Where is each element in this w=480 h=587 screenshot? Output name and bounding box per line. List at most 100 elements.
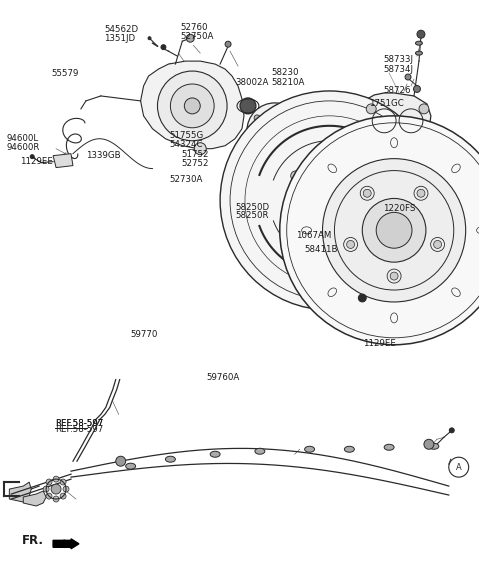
Text: 58250D: 58250D bbox=[235, 203, 269, 211]
Text: 1220FS: 1220FS bbox=[383, 204, 416, 213]
Text: 55579: 55579 bbox=[51, 69, 79, 77]
Circle shape bbox=[194, 143, 206, 154]
Circle shape bbox=[417, 189, 425, 197]
Circle shape bbox=[366, 195, 376, 205]
Circle shape bbox=[449, 428, 454, 433]
Circle shape bbox=[424, 439, 434, 449]
Text: 58250R: 58250R bbox=[235, 211, 269, 220]
Text: 59760A: 59760A bbox=[206, 373, 240, 382]
Text: 58411B: 58411B bbox=[304, 245, 338, 254]
Circle shape bbox=[254, 141, 260, 147]
Polygon shape bbox=[141, 61, 244, 149]
Ellipse shape bbox=[416, 51, 422, 55]
Circle shape bbox=[63, 486, 69, 492]
Circle shape bbox=[225, 41, 231, 47]
Text: REF.58-597: REF.58-597 bbox=[55, 424, 103, 434]
Circle shape bbox=[376, 212, 412, 248]
Circle shape bbox=[254, 115, 260, 121]
Circle shape bbox=[53, 476, 59, 482]
Text: 58210A: 58210A bbox=[271, 77, 304, 86]
Circle shape bbox=[148, 37, 151, 40]
Circle shape bbox=[220, 91, 439, 310]
Ellipse shape bbox=[429, 443, 439, 449]
Circle shape bbox=[278, 149, 285, 154]
Circle shape bbox=[51, 484, 61, 494]
Circle shape bbox=[60, 493, 66, 499]
Ellipse shape bbox=[210, 451, 220, 457]
Polygon shape bbox=[23, 491, 46, 506]
Text: FR.: FR. bbox=[22, 534, 43, 547]
Circle shape bbox=[341, 242, 357, 258]
Ellipse shape bbox=[166, 456, 175, 462]
Polygon shape bbox=[53, 154, 73, 168]
Circle shape bbox=[358, 294, 366, 302]
Circle shape bbox=[43, 486, 49, 492]
Circle shape bbox=[413, 86, 420, 93]
Circle shape bbox=[362, 198, 426, 262]
Text: REF.58-597: REF.58-597 bbox=[55, 419, 103, 428]
Circle shape bbox=[291, 220, 300, 230]
Circle shape bbox=[161, 45, 166, 50]
Text: 51752: 51752 bbox=[182, 150, 209, 159]
Circle shape bbox=[300, 171, 360, 230]
Circle shape bbox=[291, 171, 300, 181]
Ellipse shape bbox=[344, 446, 354, 452]
Text: 58733J: 58733J bbox=[383, 55, 413, 65]
Circle shape bbox=[268, 124, 282, 138]
Text: 1351JD: 1351JD bbox=[104, 33, 135, 43]
Circle shape bbox=[419, 104, 429, 114]
Circle shape bbox=[347, 241, 355, 248]
Text: REF.58-597: REF.58-597 bbox=[55, 419, 103, 428]
Ellipse shape bbox=[126, 463, 136, 469]
Circle shape bbox=[390, 272, 398, 280]
Polygon shape bbox=[9, 482, 31, 502]
Circle shape bbox=[186, 34, 194, 42]
Ellipse shape bbox=[255, 448, 265, 454]
Circle shape bbox=[157, 71, 227, 141]
Text: 52750A: 52750A bbox=[180, 32, 214, 41]
Text: 54562D: 54562D bbox=[104, 25, 138, 34]
Circle shape bbox=[266, 168, 274, 177]
Circle shape bbox=[405, 74, 411, 80]
Circle shape bbox=[53, 496, 59, 502]
Circle shape bbox=[337, 235, 348, 245]
Text: 52730A: 52730A bbox=[169, 175, 203, 184]
Circle shape bbox=[433, 241, 442, 248]
Circle shape bbox=[280, 116, 480, 345]
Circle shape bbox=[301, 242, 318, 258]
Circle shape bbox=[337, 156, 348, 166]
Circle shape bbox=[60, 479, 66, 485]
Circle shape bbox=[116, 456, 126, 466]
Text: 52760: 52760 bbox=[180, 23, 208, 32]
Text: 52752: 52752 bbox=[182, 158, 209, 168]
Circle shape bbox=[294, 128, 300, 134]
Ellipse shape bbox=[305, 446, 314, 452]
Circle shape bbox=[323, 158, 466, 302]
Text: 59770: 59770 bbox=[130, 330, 157, 339]
Circle shape bbox=[30, 154, 34, 158]
FancyArrow shape bbox=[53, 539, 79, 549]
Circle shape bbox=[278, 107, 285, 113]
Circle shape bbox=[46, 493, 52, 499]
Ellipse shape bbox=[416, 41, 422, 45]
Text: 1129EE: 1129EE bbox=[20, 157, 52, 166]
Circle shape bbox=[254, 160, 262, 168]
Text: 58734J: 58734J bbox=[383, 65, 413, 73]
Circle shape bbox=[363, 189, 371, 197]
Circle shape bbox=[184, 98, 200, 114]
Text: 38002A: 38002A bbox=[235, 77, 269, 86]
Circle shape bbox=[417, 31, 425, 38]
Circle shape bbox=[46, 479, 52, 485]
Text: 1751GC: 1751GC bbox=[369, 99, 404, 108]
Text: 94600R: 94600R bbox=[6, 143, 39, 152]
Circle shape bbox=[366, 104, 376, 114]
Circle shape bbox=[449, 457, 468, 477]
Text: 58726: 58726 bbox=[383, 86, 411, 95]
Text: 1339GB: 1339GB bbox=[86, 151, 121, 160]
Text: 58230: 58230 bbox=[271, 68, 299, 77]
Polygon shape bbox=[360, 93, 431, 151]
Circle shape bbox=[170, 84, 214, 128]
Text: A: A bbox=[456, 463, 462, 472]
Circle shape bbox=[240, 98, 256, 114]
Circle shape bbox=[247, 103, 302, 158]
